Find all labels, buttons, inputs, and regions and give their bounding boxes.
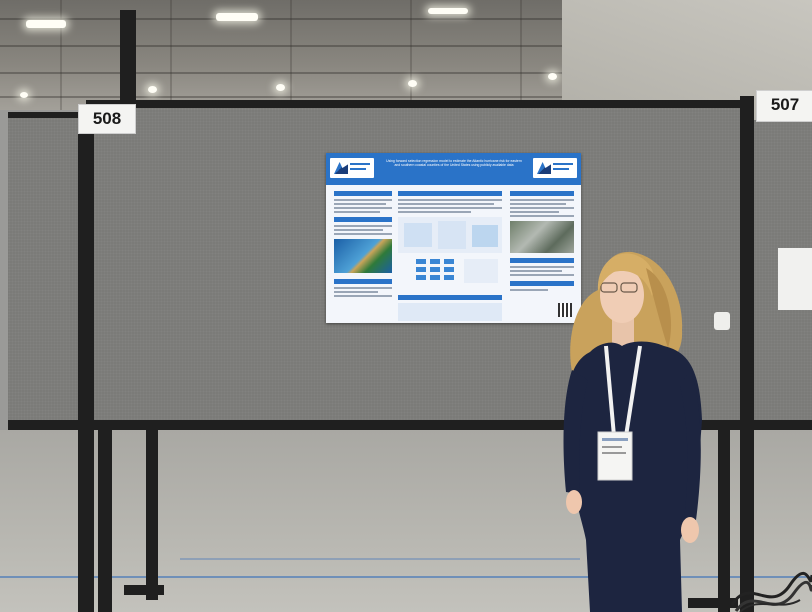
neighbor-poster — [778, 248, 812, 310]
poster-column-middle — [398, 191, 502, 321]
qr-code — [558, 303, 572, 317]
ceiling-light — [548, 73, 557, 80]
university-logo — [330, 158, 374, 178]
research-poster: Using forward selection regression model… — [326, 153, 581, 323]
poster-title: Using forward selection regression model… — [386, 159, 522, 168]
ceiling-light — [408, 80, 417, 87]
hurricane-map-image — [334, 239, 392, 273]
frame-post — [740, 96, 754, 612]
booth-number-left: 508 — [78, 104, 136, 134]
frame-post — [78, 108, 94, 612]
panel-frame-left-top — [8, 112, 88, 118]
floor-cables — [730, 571, 812, 612]
poster-column-right — [510, 191, 574, 293]
frame-post — [98, 430, 112, 612]
frame-foot — [124, 585, 164, 595]
panel-frame-bottom — [8, 420, 812, 430]
left-partial-panel — [8, 118, 80, 420]
booth-number-right: 507 — [756, 90, 812, 122]
aerial-photo-image — [510, 221, 574, 253]
floor — [0, 430, 812, 612]
ceiling-light — [276, 84, 285, 91]
university-logo — [533, 158, 577, 178]
ceiling-light — [428, 8, 468, 14]
cup-on-panel — [714, 312, 730, 330]
frame-foot — [688, 598, 738, 608]
frame-post — [718, 430, 730, 612]
poster-title-banner: Using forward selection regression model… — [326, 153, 581, 185]
frame-post — [120, 10, 136, 105]
frame-post — [146, 430, 158, 600]
ceiling-light — [148, 86, 157, 93]
poster-column-left — [334, 191, 392, 299]
panel-frame-top — [86, 100, 750, 108]
ceiling-light — [216, 13, 258, 21]
ceiling-light — [26, 20, 66, 28]
ceiling-light — [20, 92, 28, 98]
